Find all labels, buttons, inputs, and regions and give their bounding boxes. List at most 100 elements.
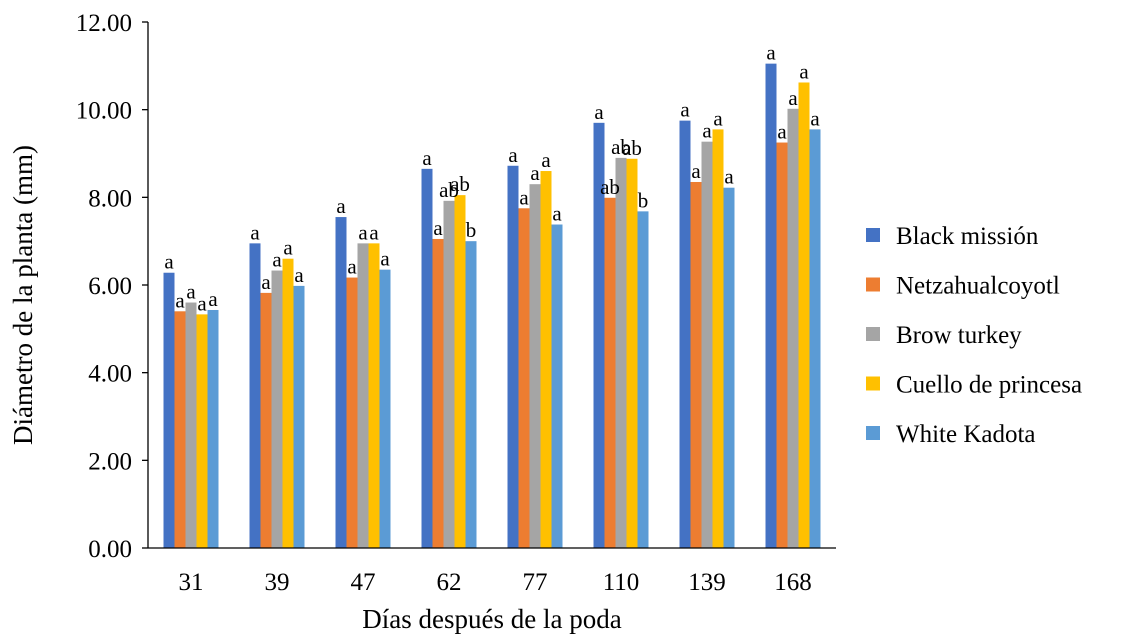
y-tick-label: 4.00 — [88, 361, 132, 388]
significance-label: a — [369, 220, 379, 244]
significance-label: a — [530, 161, 540, 185]
bar-netzahualcoyotl-47 — [346, 277, 358, 548]
bar-netzahualcoyotl-39 — [260, 292, 272, 548]
x-tick-label: 168 — [774, 569, 812, 596]
bar-white-kadota-31 — [207, 309, 219, 548]
axes — [142, 21, 836, 549]
bar-brow-turkey-62 — [443, 200, 455, 548]
significance-label: ab — [439, 178, 459, 202]
legend-swatch — [866, 327, 880, 341]
bar-white-kadota-47 — [379, 269, 391, 548]
bar-white-kadota-77 — [551, 224, 563, 548]
bar-brow-turkey-31 — [185, 302, 197, 548]
significance-label: a — [799, 59, 809, 83]
bar-brow-turkey-47 — [357, 243, 369, 549]
significance-label: a — [777, 120, 787, 144]
bar-netzahualcoyotl-168 — [776, 142, 788, 549]
x-tick-label: 47 — [351, 569, 376, 596]
bar-cuello-de-princesa-31 — [196, 314, 208, 548]
bar-brow-turkey-168 — [787, 108, 799, 548]
bar-netzahualcoyotl-77 — [518, 208, 530, 549]
significance-label: a — [422, 146, 432, 170]
significance-label: ab — [611, 135, 631, 159]
significance-label: ab — [622, 136, 642, 160]
legend-swatch — [866, 376, 880, 391]
bar-brow-turkey-39 — [271, 270, 283, 548]
x-tick-labels: 31 39 47 62 77 110 139 168 — [179, 569, 812, 596]
significance-label: a — [358, 220, 368, 244]
significance-label: a — [810, 106, 820, 130]
bar-white-kadota-39 — [293, 285, 305, 548]
significance-label: a — [208, 287, 218, 311]
significance-label: a — [508, 143, 518, 167]
y-tick-label: 0.00 — [88, 536, 132, 563]
bar-netzahualcoyotl-31 — [174, 311, 186, 548]
bar-brow-turkey-139 — [701, 141, 713, 549]
x-tick-label: 139 — [688, 569, 726, 596]
bars-layer — [163, 63, 821, 549]
significance-label: b — [466, 218, 477, 242]
significance-label: a — [519, 185, 529, 209]
bar-cuello-de-princesa-139 — [712, 129, 724, 548]
y-tick-label: 12.00 — [76, 10, 132, 37]
bar-white-kadota-110 — [637, 211, 649, 549]
bar-black-missi-n-168 — [765, 63, 777, 548]
bar-black-missi-n-39 — [249, 243, 261, 549]
bar-black-missi-n-31 — [163, 272, 175, 548]
significance-label: a — [702, 119, 712, 143]
x-tick-label: 39 — [265, 569, 290, 596]
bar-black-missi-n-47 — [335, 217, 347, 548]
significance-label: ab — [450, 172, 470, 196]
significance-label: a — [788, 86, 798, 110]
significance-label: a — [433, 216, 443, 240]
significance-label: a — [380, 247, 390, 271]
significance-label: a — [261, 270, 271, 294]
x-tick-label: 110 — [603, 569, 640, 596]
significance-label: a — [272, 248, 282, 272]
y-tick-label: 10.00 — [76, 98, 132, 125]
y-tick-label: 2.00 — [88, 448, 132, 475]
significance-label: a — [250, 220, 260, 244]
significance-label: b — [638, 188, 649, 212]
significance-label: a — [175, 288, 185, 312]
significance-label: a — [541, 148, 551, 172]
bar-netzahualcoyotl-62 — [432, 238, 444, 548]
bar-netzahualcoyotl-139 — [690, 181, 702, 549]
significance-label: a — [294, 263, 304, 287]
bar-white-kadota-139 — [723, 187, 735, 548]
bar-black-missi-n-77 — [507, 165, 519, 548]
y-tick-labels: 0.00 2.00 4.00 6.00 8.00 10.00 12.00 — [76, 10, 132, 563]
legend-label: Brow turkey — [896, 322, 1022, 349]
bar-cuello-de-princesa-47 — [368, 243, 380, 549]
bar-cuello-de-princesa-77 — [540, 171, 552, 548]
legend-swatch — [866, 426, 880, 440]
significance-label: a — [594, 100, 604, 124]
significance-label: a — [283, 236, 293, 260]
legend: Black missión Netzahualcoyotl Brow turkey C… — [866, 223, 1082, 448]
x-tick-label: 77 — [523, 569, 548, 596]
bar-white-kadota-168 — [809, 129, 821, 548]
bar-cuello-de-princesa-168 — [798, 82, 810, 549]
bar-brow-turkey-77 — [529, 184, 541, 548]
bar-brow-turkey-110 — [615, 157, 627, 548]
significance-label: a — [186, 280, 196, 304]
significance-label: a — [164, 250, 174, 274]
significance-label: a — [197, 291, 207, 315]
x-axis-title: Días después de la poda — [362, 604, 621, 634]
significance-label: a — [766, 41, 776, 65]
significance-label: ab — [600, 175, 620, 199]
significance-label: a — [724, 165, 734, 189]
significance-label: a — [336, 194, 346, 218]
significance-label: a — [552, 202, 562, 226]
legend-swatch — [866, 228, 880, 242]
legend-label: Cuello de princesa — [896, 372, 1082, 399]
y-tick-label: 6.00 — [88, 273, 132, 300]
x-tick-label: 62 — [437, 569, 462, 596]
significance-label: a — [713, 106, 723, 130]
significance-label: a — [691, 159, 701, 183]
bar-cuello-de-princesa-110 — [626, 158, 638, 548]
legend-label: Black missión — [896, 223, 1039, 250]
